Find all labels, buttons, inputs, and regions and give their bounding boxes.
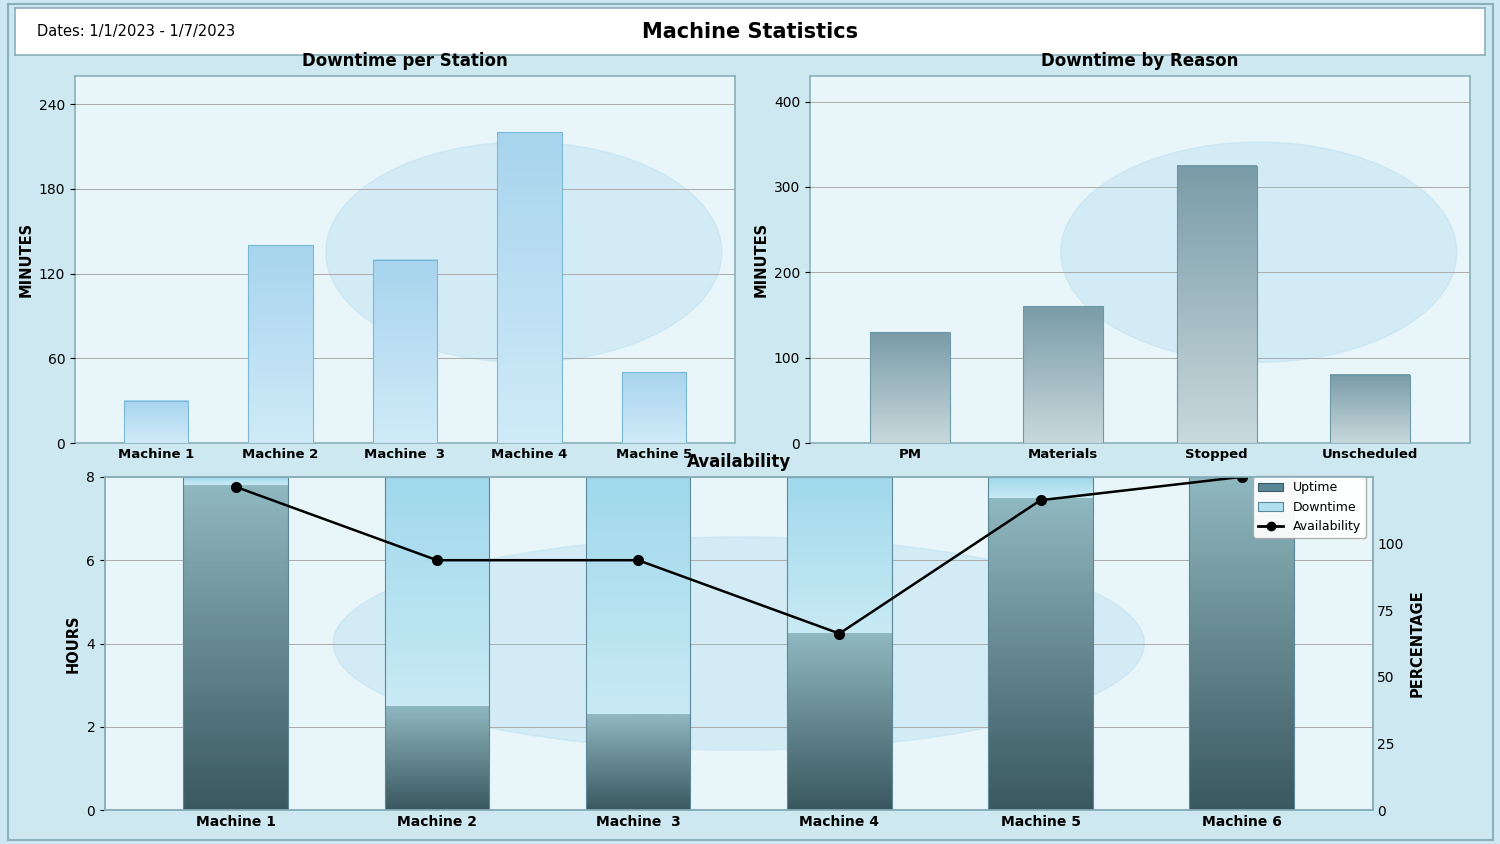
Bar — [1330, 375, 1410, 443]
Bar — [1190, 477, 1294, 810]
Bar — [372, 259, 438, 443]
Circle shape — [326, 142, 722, 362]
Circle shape — [333, 537, 1144, 750]
Bar — [621, 372, 687, 443]
Title: Downtime by Reason: Downtime by Reason — [1041, 52, 1239, 70]
Y-axis label: PERCENTAGE: PERCENTAGE — [1410, 590, 1425, 697]
Title: Downtime per Station: Downtime per Station — [302, 52, 508, 70]
Y-axis label: MINUTES: MINUTES — [753, 222, 768, 297]
Bar — [123, 401, 189, 443]
Y-axis label: HOURS: HOURS — [66, 614, 81, 673]
Bar — [1178, 165, 1257, 443]
Bar — [1023, 306, 1102, 443]
Bar — [586, 477, 690, 810]
Text: Machine Statistics: Machine Statistics — [642, 22, 858, 41]
Title: Availability: Availability — [687, 453, 790, 471]
Circle shape — [1060, 142, 1456, 362]
Bar — [183, 477, 288, 810]
Bar — [384, 477, 489, 810]
Bar — [496, 133, 562, 443]
Bar — [248, 246, 314, 443]
Legend: Uptime, Downtime, Availability: Uptime, Downtime, Availability — [1252, 477, 1366, 538]
Bar — [788, 477, 891, 810]
Y-axis label: MINUTES: MINUTES — [18, 222, 33, 297]
Text: Dates: 1/1/2023 - 1/7/2023: Dates: 1/1/2023 - 1/7/2023 — [38, 24, 236, 39]
Bar — [988, 477, 1094, 810]
Bar — [870, 332, 950, 443]
